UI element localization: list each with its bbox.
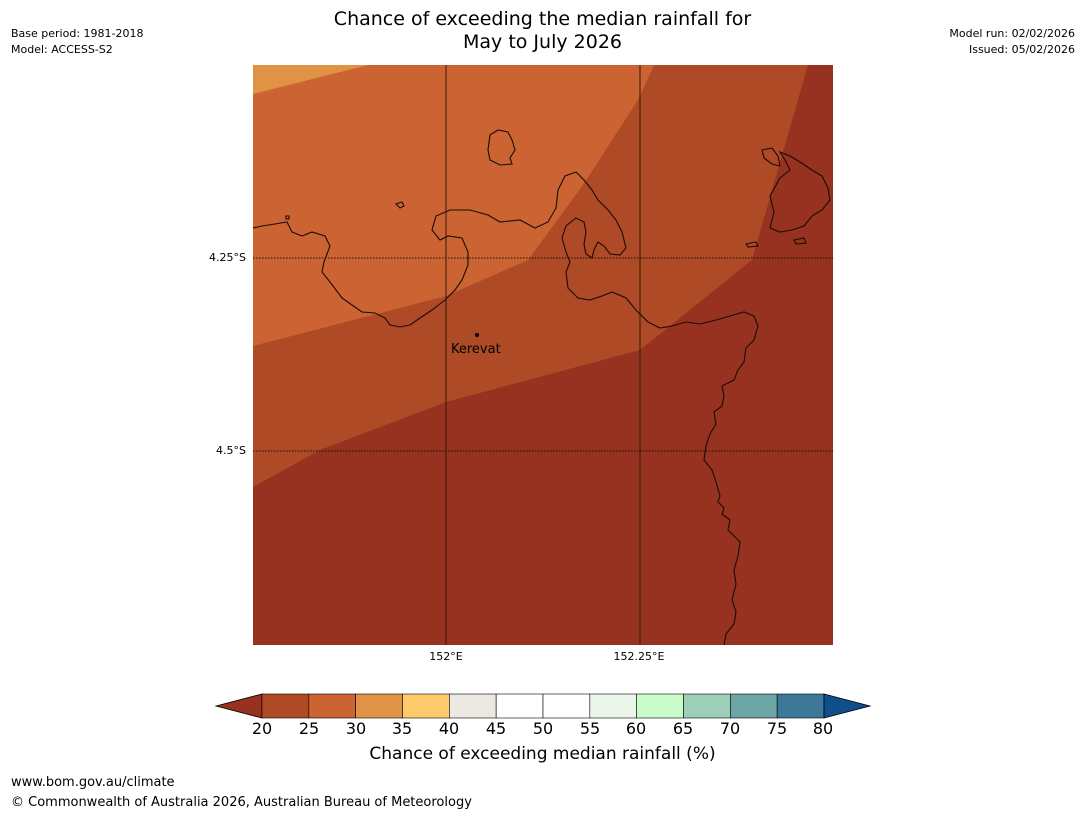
- colorbar-segments: [261, 693, 825, 719]
- issued-text: Issued: 05/02/2026: [968, 43, 1075, 56]
- colorbar-below-arrow: [214, 693, 263, 719]
- colorbar-tick: 20: [251, 719, 273, 738]
- coastline-islet-south-east: [745, 241, 759, 248]
- location-dot-icon: [475, 333, 479, 337]
- colorbar-tick: 25: [298, 719, 320, 738]
- colorbar-tick: 35: [391, 719, 413, 738]
- map-title-line1: Chance of exceeding the median rainfall …: [333, 8, 752, 30]
- lon-label-152-25e: 152.25°E: [613, 650, 665, 663]
- band-30-35: [253, 65, 654, 346]
- lat-label-4-25s: 4.25°S: [209, 251, 246, 264]
- lat-label-4-5s: 4.5°S: [216, 444, 246, 457]
- colorbar-tick: 75: [766, 719, 788, 738]
- colorbar-segment: [495, 693, 544, 719]
- colorbar-title: Chance of exceeding median rainfall (%): [369, 744, 716, 764]
- colorbar-segment: [402, 693, 450, 719]
- colorbar-segment: [542, 693, 591, 719]
- colorbar-above-arrow: [823, 693, 872, 719]
- coastline-islet-west: [285, 215, 290, 220]
- place-label-kerevat: Kerevat: [451, 342, 501, 357]
- map-area: [253, 65, 833, 645]
- colorbar-tick: 45: [485, 719, 507, 738]
- colorbar-tick: 50: [532, 719, 554, 738]
- band-35-40: [253, 65, 368, 94]
- colorbar-tick: 60: [625, 719, 647, 738]
- colorbar-segment: [308, 693, 356, 719]
- colorbar-segment: [261, 693, 310, 719]
- colorbar-tick: 40: [438, 719, 460, 738]
- colorbar-tick: 65: [672, 719, 694, 738]
- colorbar-segment: [589, 693, 637, 719]
- coastline-gazelle-peninsula: [253, 171, 759, 645]
- colorbar-segment: [776, 693, 825, 719]
- colorbar-segment: [636, 693, 684, 719]
- map-title-line2: May to July 2026: [463, 31, 622, 53]
- coastline-islet-north: [487, 129, 516, 166]
- colorbar-tick: 30: [345, 719, 367, 738]
- base-period-text: Base period: 1981-2018: [11, 27, 144, 40]
- model-text: Model: ACCESS-S2: [11, 43, 113, 56]
- model-run-text: Model run: 02/02/2026: [949, 27, 1075, 40]
- colorbar-tick: 70: [719, 719, 741, 738]
- colorbar-segment: [355, 693, 403, 719]
- coastline-new-ireland-tip: [769, 150, 831, 233]
- coastline-islet-east: [761, 147, 781, 167]
- metadata-left: Base period: 1981-2018 Model: ACCESS-S2: [11, 26, 143, 58]
- lon-label-152e: 152°E: [429, 650, 463, 663]
- footer-copyright: © Commonwealth of Australia 2026, Austra…: [11, 795, 472, 810]
- map-title: Chance of exceeding the median rainfall …: [0, 8, 1085, 54]
- coastline-islet-small: [394, 201, 405, 209]
- colorbar-segment: [730, 693, 778, 719]
- coastline: [253, 129, 831, 645]
- colorbar-segment: [449, 693, 497, 719]
- coastline-islet-south-east-2: [793, 237, 807, 245]
- footer-url[interactable]: www.bom.gov.au/climate: [11, 775, 175, 790]
- colorbar-segment: [683, 693, 731, 719]
- metadata-right: Model run: 02/02/2026 Issued: 05/02/2026: [949, 26, 1075, 58]
- colorbar-tick: 55: [579, 719, 601, 738]
- colorbar-tick: 80: [812, 719, 834, 738]
